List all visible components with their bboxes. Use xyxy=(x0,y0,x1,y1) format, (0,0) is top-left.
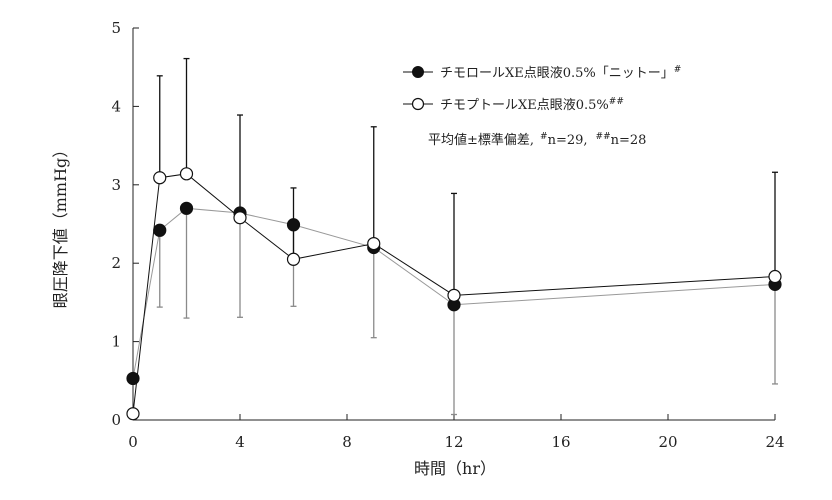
legend-label-series-2: チモプトールXE点眼液0.5%## xyxy=(440,97,624,113)
legend-marker-series-1 xyxy=(412,66,424,78)
data-point-series-2 xyxy=(179,167,194,181)
y-axis-ticks: 0 1 2 3 4 5 xyxy=(111,19,139,429)
legend: チモロールXE点眼液0.5%「ニットー」# チモプトールXE点眼液0.5%## … xyxy=(403,65,681,148)
data-point-series-2 xyxy=(768,269,782,284)
x-axis-ticks: 0 4 8 12 16 20 24 xyxy=(128,414,785,451)
data-point-series-2 xyxy=(286,252,301,266)
data-point-series-2 xyxy=(447,288,461,302)
error-bars xyxy=(156,57,778,416)
y-tick-label: 5 xyxy=(111,19,121,37)
data-point-series-2 xyxy=(153,171,167,185)
legend-label-series-1: チモロールXE点眼液0.5%「ニットー」# xyxy=(440,65,681,81)
y-axis-label: 眼圧降下値（mmHg） xyxy=(51,142,70,309)
data-point-series-1 xyxy=(286,218,301,232)
legend-marker-series-2 xyxy=(411,97,425,111)
series-markers xyxy=(126,167,782,421)
x-tick-label: 4 xyxy=(235,433,245,451)
y-tick-label: 0 xyxy=(111,411,121,429)
x-tick-label: 16 xyxy=(551,433,570,451)
x-tick-label: 20 xyxy=(658,433,677,451)
x-tick-label: 0 xyxy=(128,433,138,451)
data-point-series-1 xyxy=(179,201,194,215)
data-point-series-2 xyxy=(233,211,247,225)
stats-note: 平均値±標準偏差, #n=29, ##n=28 xyxy=(428,132,646,148)
data-point-series-1 xyxy=(126,371,140,386)
y-tick-label: 3 xyxy=(111,176,121,194)
data-point-series-2 xyxy=(126,407,140,421)
data-point-series-1 xyxy=(153,223,167,237)
x-tick-label: 12 xyxy=(444,433,463,451)
y-tick-label: 4 xyxy=(111,97,121,115)
x-axis-label: 時間（hr） xyxy=(414,459,496,478)
x-tick-label: 8 xyxy=(342,433,352,451)
x-tick-label: 24 xyxy=(765,433,784,451)
data-point-series-2 xyxy=(367,237,381,251)
y-tick-label: 1 xyxy=(111,333,121,351)
y-tick-label: 2 xyxy=(111,254,121,272)
